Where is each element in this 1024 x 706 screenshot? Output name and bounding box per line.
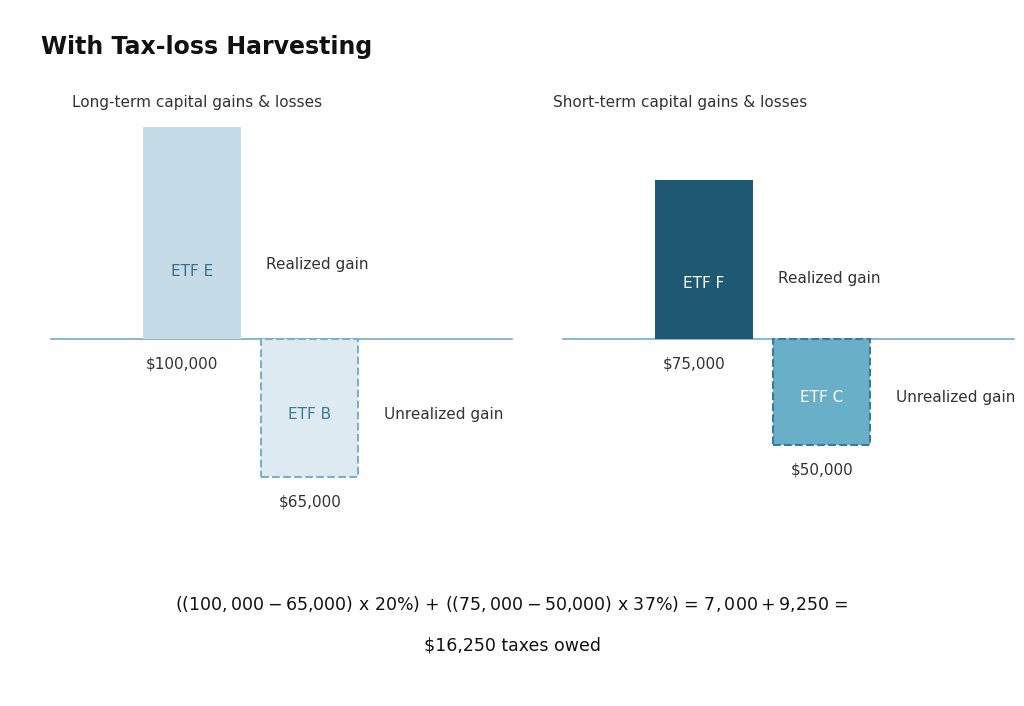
Bar <box>655 180 753 339</box>
Text: $65,000: $65,000 <box>279 494 341 509</box>
Text: ETF B: ETF B <box>288 407 332 422</box>
Text: $16,250 taxes owed: $16,250 taxes owed <box>424 637 600 655</box>
Bar <box>261 339 358 477</box>
Text: Realized gain: Realized gain <box>778 271 881 286</box>
Text: Unrealized gain: Unrealized gain <box>896 390 1016 405</box>
Bar <box>143 127 241 339</box>
Text: With Tax-loss Harvesting: With Tax-loss Harvesting <box>41 35 372 59</box>
Text: ETF C: ETF C <box>800 390 844 405</box>
Text: Realized gain: Realized gain <box>266 257 369 273</box>
Text: Short-term capital gains & losses: Short-term capital gains & losses <box>553 95 807 110</box>
Text: Long-term capital gains & losses: Long-term capital gains & losses <box>72 95 322 110</box>
Bar <box>773 339 870 445</box>
Text: ETF E: ETF E <box>171 263 213 279</box>
Text: $100,000: $100,000 <box>145 357 218 371</box>
Text: (($100,000 - $65,000) x 20%) + (($75,000 - $50,000) x 37%) = $7,000 + $9,250 =: (($100,000 - $65,000) x 20%) + (($75,000… <box>175 594 849 614</box>
Text: $75,000: $75,000 <box>663 357 725 371</box>
Text: $50,000: $50,000 <box>791 462 853 477</box>
Text: ETF F: ETF F <box>683 276 725 291</box>
Text: Unrealized gain: Unrealized gain <box>384 407 504 422</box>
